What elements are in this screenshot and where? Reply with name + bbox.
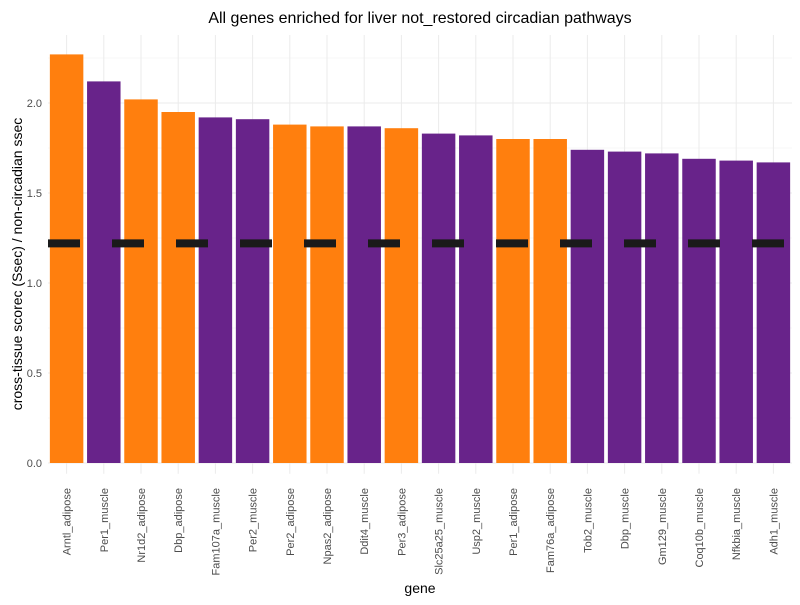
x-tick-label: Per1_adipose	[508, 488, 520, 556]
bar-slc25a25-muscle	[421, 133, 456, 463]
x-tick-label: Ddit4_muscle	[359, 488, 371, 555]
x-axis-title: gene	[404, 580, 435, 596]
y-tick-label: 1.0	[27, 278, 42, 290]
x-tick-label: Per3_adipose	[396, 488, 408, 556]
x-tick-label: Usp2_muscle	[471, 488, 483, 555]
bar-arntl-adipose	[49, 54, 84, 464]
x-tick-label: Nfkbia_muscle	[731, 488, 743, 560]
bar-nr1d2-adipose	[124, 99, 158, 464]
y-tick-label: 1.5	[27, 188, 42, 200]
x-tick-label: Per2_muscle	[248, 488, 260, 552]
bar-per3-adipose	[384, 128, 419, 463]
bar-ddit4-muscle	[347, 126, 381, 464]
bar-coq10b-muscle	[682, 158, 716, 464]
x-tick-label: Dbp_adipose	[173, 488, 185, 553]
bar-dbp-muscle	[607, 151, 642, 463]
y-axis-ticks: 0.0 0.5 1.0 1.5 2.0	[27, 98, 42, 470]
x-tick-label: Coq10b_muscle	[694, 488, 706, 568]
bar-per1-adipose	[496, 139, 530, 463]
x-tick-label: Arntl_adipose	[62, 488, 74, 555]
bar-nfkbia-muscle	[719, 160, 753, 463]
bars	[49, 54, 791, 464]
bar-usp2-muscle	[459, 135, 493, 463]
x-tick-label: Fam76a_adipose	[545, 488, 557, 573]
bar-per1-muscle	[87, 81, 121, 464]
bar-adh1-muscle	[756, 162, 791, 463]
x-axis-ticks: Arntl_adipose Per1_muscle Nr1d2_adipose Dbp…	[62, 488, 781, 575]
y-tick-label: 2.0	[27, 98, 42, 110]
y-tick-label: 0.5	[27, 368, 42, 380]
x-tick-label: Per2_adipose	[285, 488, 297, 556]
x-tick-label: Adh1_muscle	[768, 488, 780, 555]
x-tick-label: Per1_muscle	[99, 488, 111, 552]
bar-per2-adipose	[273, 124, 307, 463]
y-tick-label: 0.0	[27, 458, 42, 470]
y-axis-title: cross-tissue scorec (Ssec) / non-circadi…	[9, 118, 25, 411]
bar-dbp-adipose	[161, 112, 195, 463]
x-tick-label: Gm129_muscle	[657, 488, 669, 565]
chart-title: All genes enriched for liver not_restore…	[208, 10, 631, 27]
x-tick-label: Npas2_adipose	[322, 488, 334, 564]
x-tick-label: Dbp_muscle	[620, 488, 632, 549]
bar-tob2-muscle	[570, 149, 605, 464]
bar-fam107a-muscle	[198, 117, 233, 464]
grid-lines	[48, 35, 792, 474]
bar-npas2-adipose	[310, 126, 344, 464]
bar-gm129-muscle	[645, 153, 679, 463]
x-tick-label: Tob2_muscle	[582, 488, 594, 553]
x-tick-label: Slc25a25_muscle	[434, 488, 446, 575]
bar-per2-muscle	[235, 119, 270, 463]
bar-fam76a-adipose	[533, 139, 567, 463]
x-tick-label: Fam107a_muscle	[210, 488, 222, 575]
x-tick-label: Nr1d2_adipose	[136, 488, 148, 563]
